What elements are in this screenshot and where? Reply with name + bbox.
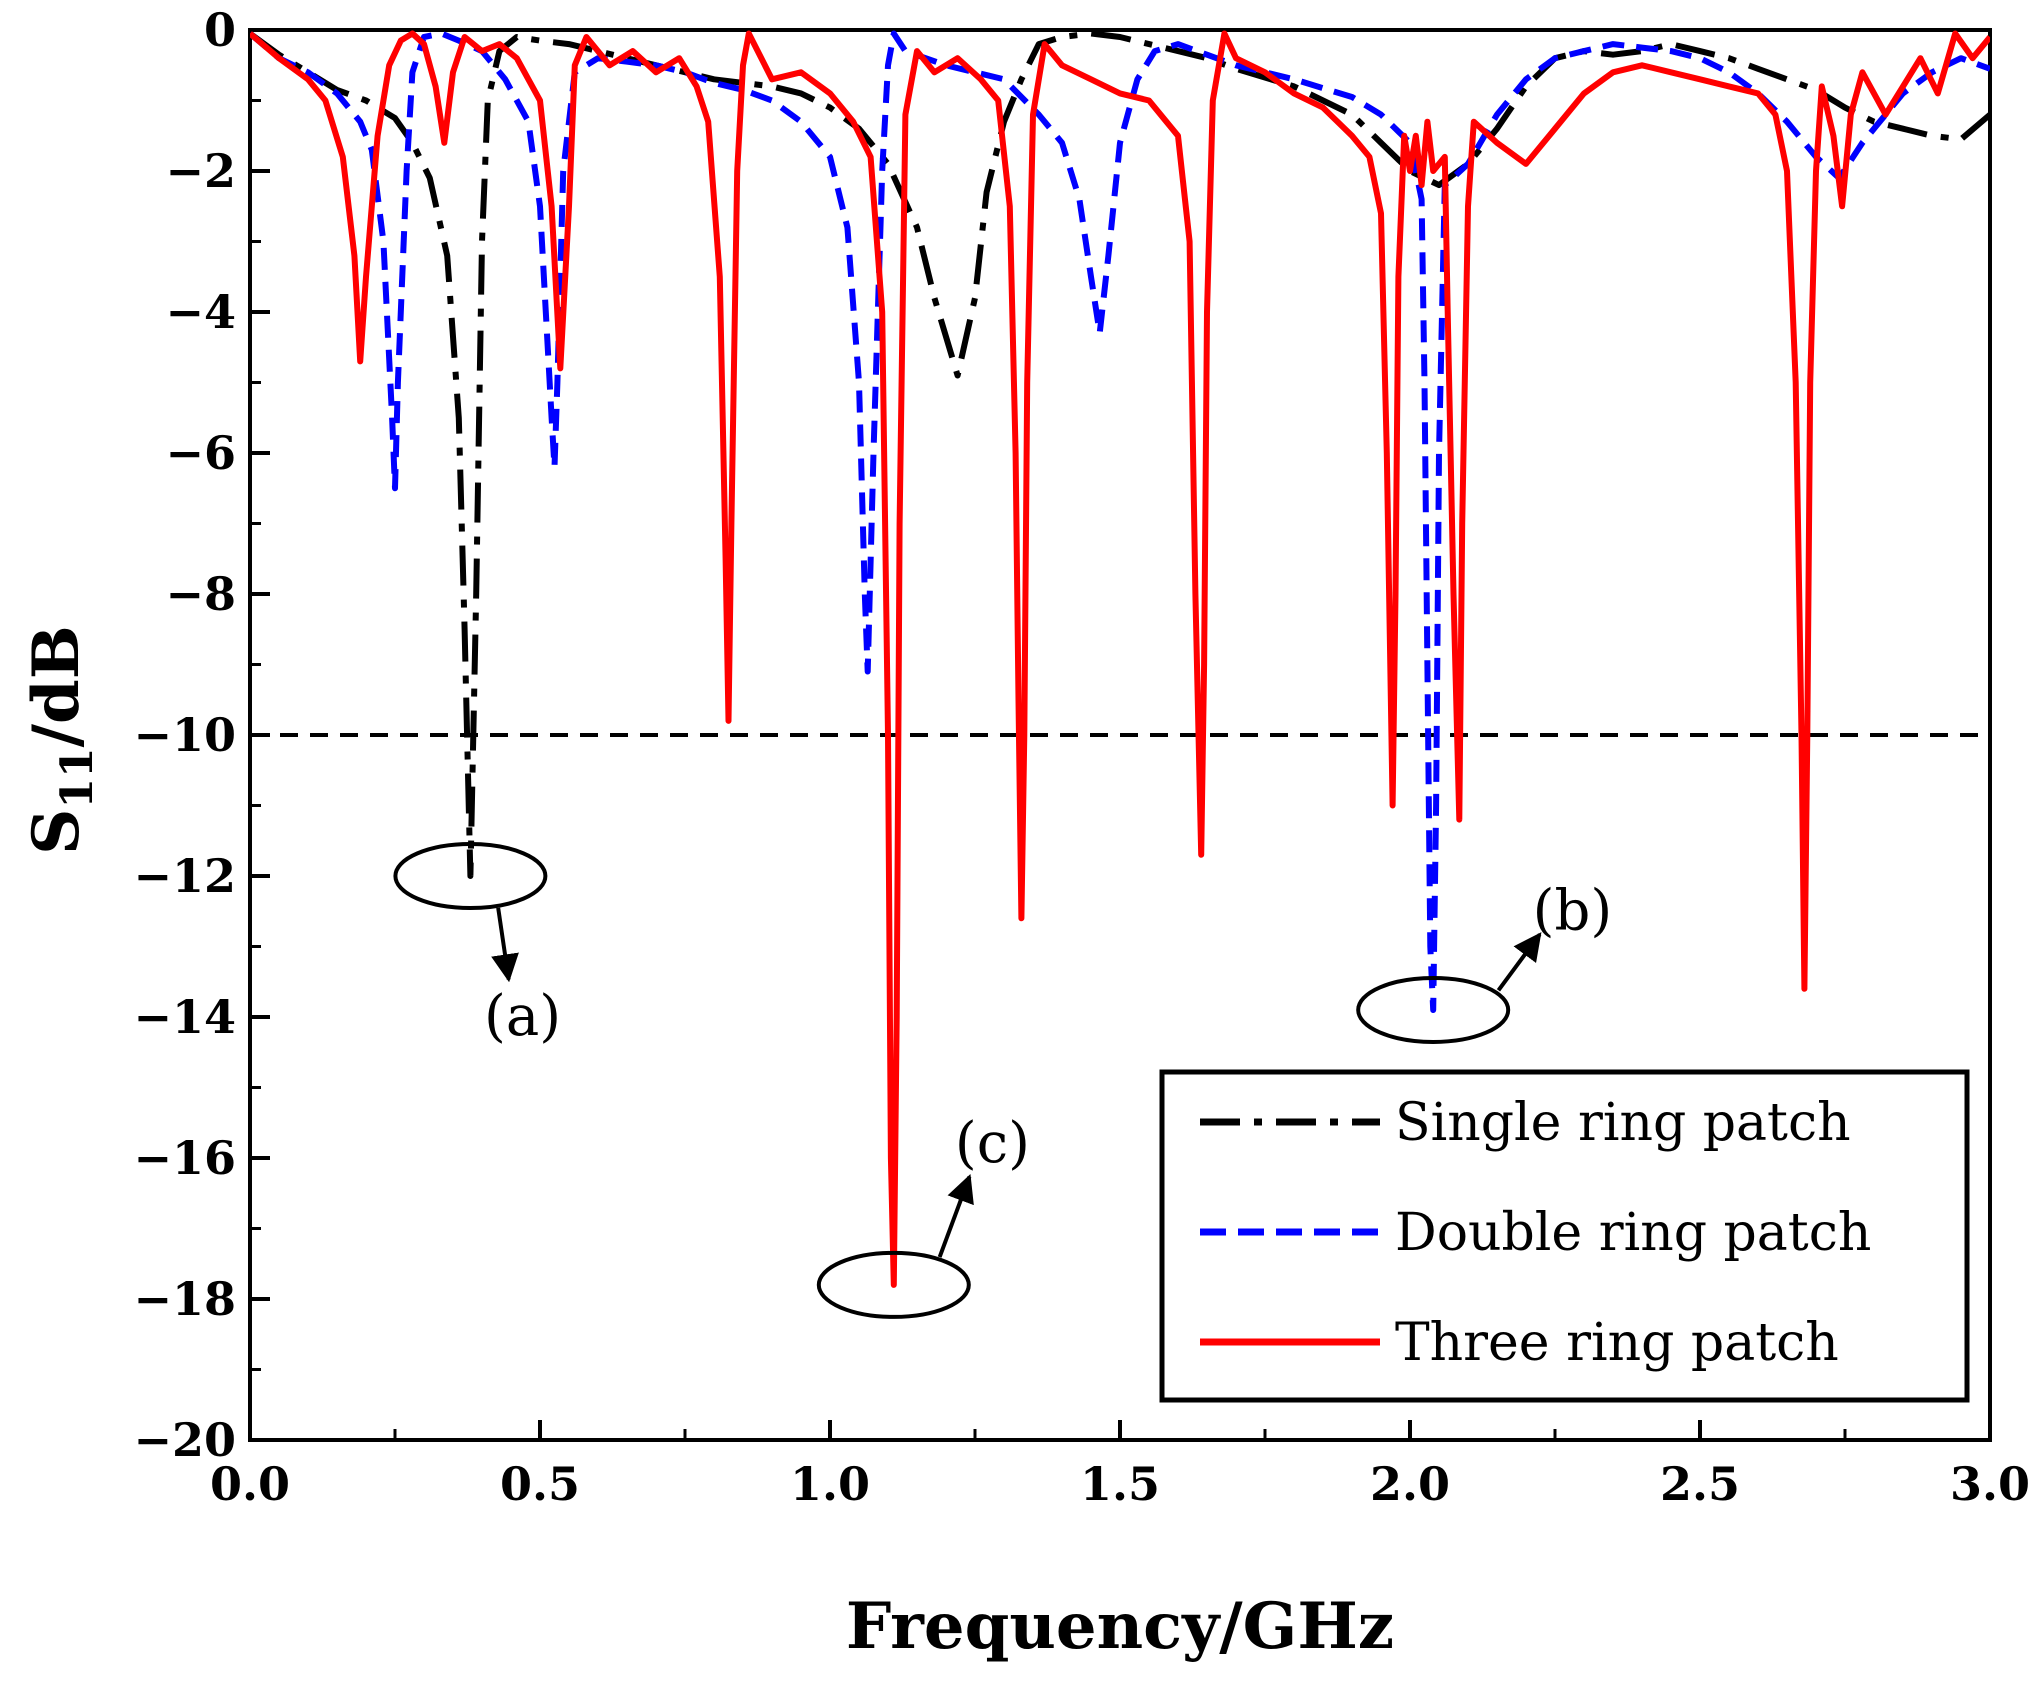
y-axis-title-tail: /dB [19, 625, 94, 747]
x-tick-label: 1.0 [790, 1457, 870, 1511]
x-tick-label: 0.0 [210, 1457, 290, 1511]
axis-ticks: 0.0 0.5 1.0 1.5 2.0 2.5 3.0 0 −2 −4 −6 −8 −10 −12 −14 −… [133, 3, 2030, 1511]
annotation-ellipse [816, 1250, 971, 1319]
annotation-label: (a) [484, 984, 561, 1049]
x-tick-label: 1.5 [1080, 1457, 1160, 1511]
series-line-three-ring-patch [250, 30, 1990, 1288]
y-tick-label: −8 [165, 567, 236, 621]
y-tick-label: −14 [133, 990, 236, 1044]
annotation-label: (b) [1533, 878, 1613, 943]
y-tick-label: −12 [133, 849, 236, 903]
annotation-ellipse [393, 842, 548, 910]
annotation-label: (c) [955, 1111, 1030, 1176]
series-line-double-ring-patch [250, 30, 1990, 1013]
legend-label-three: Three ring patch [1395, 1313, 1839, 1373]
x-tick-label: 0.5 [500, 1457, 580, 1511]
y-tick-label: −4 [165, 285, 236, 339]
y-axis-title-sub: 11 [52, 747, 103, 808]
y-tick-label: −10 [133, 708, 236, 762]
y-tick-label: 0 [204, 3, 236, 57]
annotations-layer: (a) (b) (c) [393, 842, 1613, 1319]
y-tick-label: −6 [165, 426, 236, 480]
x-tick-label: 3.0 [1950, 1457, 2030, 1511]
y-axis-title: S11/dB [19, 625, 103, 855]
series-line-single-ring-patch [250, 30, 1990, 879]
y-tick-label: −20 [133, 1413, 236, 1467]
annotation-ellipse [1356, 975, 1511, 1044]
y-axis-title-main: S [19, 809, 94, 855]
y-tick-label: −16 [133, 1131, 236, 1185]
x-tick-label: 2.0 [1370, 1457, 1450, 1511]
annotation-arrow [491, 907, 519, 983]
annotation-arrow [937, 1174, 974, 1258]
y-tick-label: −2 [165, 144, 236, 198]
legend: Single ring patch Double ring patch Thre… [1159, 1069, 1970, 1403]
annotation-arrow [1496, 932, 1542, 992]
x-axis-title: Frequency/GHz [846, 1589, 1394, 1664]
legend-label-double: Double ring patch [1395, 1203, 1871, 1263]
series-layer [250, 30, 1990, 1288]
x-tick-label: 2.5 [1660, 1457, 1740, 1511]
legend-label-single: Single ring patch [1395, 1093, 1851, 1153]
y-tick-label: −18 [133, 1272, 236, 1326]
